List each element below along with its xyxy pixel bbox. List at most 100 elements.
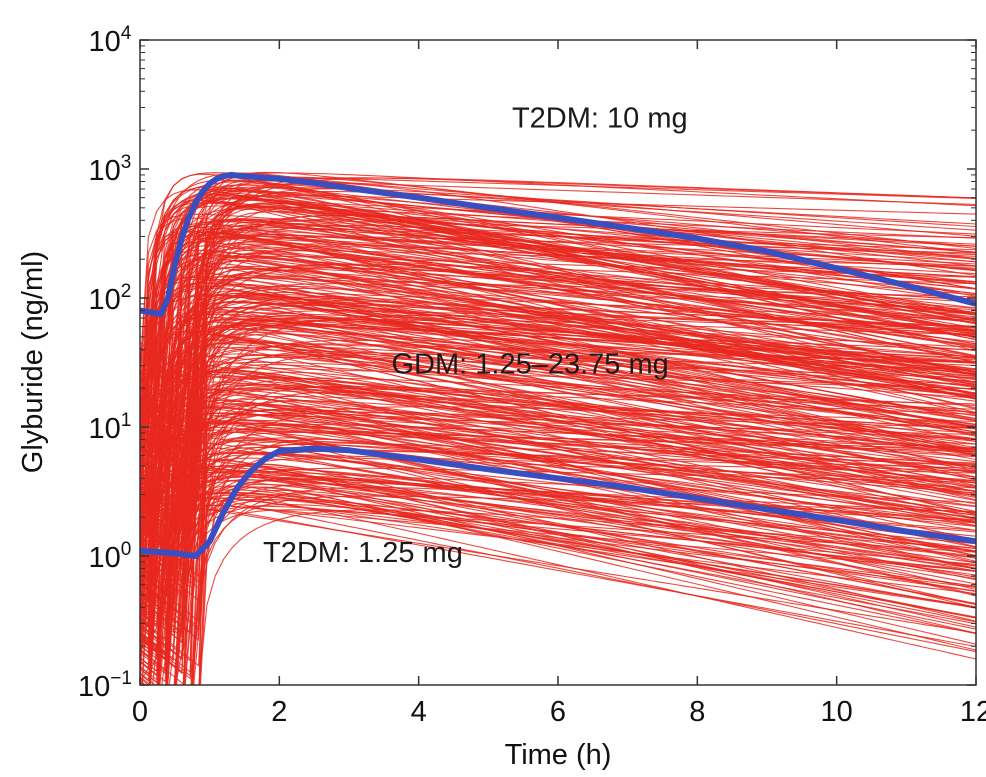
y-tick-label: 102: [89, 281, 132, 316]
simulated-profile-line: [140, 402, 976, 582]
simulated-profile-line: [140, 171, 976, 385]
series-line-t2dm-1-25mg: [140, 445, 976, 559]
simulated-profiles: [140, 171, 976, 685]
simulated-profile-line: [140, 320, 976, 674]
simulated-profile-line: [140, 324, 976, 556]
simulated-profile-line: [150, 489, 976, 685]
simulated-profile-line: [190, 495, 976, 685]
simulated-profile-line: [140, 314, 976, 578]
simulated-profile-line: [140, 486, 976, 685]
x-tick-label: 10: [821, 696, 853, 728]
simulated-profile-line: [140, 421, 976, 606]
simulated-profile-line: [193, 493, 976, 685]
simulated-profile-line: [140, 223, 976, 414]
simulated-profile-line: [140, 217, 976, 443]
simulated-profile-line: [199, 437, 976, 685]
simulated-profile-line: [140, 430, 976, 641]
simulated-profile-line: [149, 468, 976, 685]
annotation-t2dm-10mg: T2DM: 10 mg: [512, 102, 688, 134]
simulated-profile-line: [140, 188, 976, 404]
simulated-profile-line: [184, 486, 976, 685]
simulated-profile-line: [140, 368, 976, 598]
x-tick-label: 0: [132, 696, 148, 728]
simulated-profile-line: [140, 381, 976, 561]
simulated-profile-line: [166, 505, 976, 685]
simulated-profile-line: [140, 376, 976, 593]
simulated-profile-line: [140, 343, 976, 531]
simulated-profile-line: [140, 186, 976, 486]
simulated-profile-line: [140, 431, 976, 653]
series-layer: [140, 171, 976, 559]
simulated-profile-line: [140, 492, 976, 670]
simulated-profile-line: [140, 236, 976, 419]
series-line-t2dm-10mg: [140, 171, 976, 318]
simulated-profile-line: [140, 235, 976, 455]
simulated-profile-line: [140, 252, 976, 469]
simulated-profile-line: [140, 224, 976, 437]
simulated-profile-line: [140, 389, 976, 644]
y-tick-label: 103: [89, 152, 132, 187]
simulated-profile-line: [140, 220, 976, 420]
x-axis-title: Time (h): [505, 739, 612, 771]
simulated-profile-line: [174, 497, 976, 685]
simulated-profile-line: [140, 423, 976, 661]
simulated-profile-line: [192, 493, 976, 685]
simulated-profile-line: [140, 203, 976, 434]
x-tick-label: 2: [271, 696, 287, 728]
simulated-profile-line: [140, 369, 976, 576]
annotation-gdm-range: GDM: 1.25–23.75 mg: [392, 348, 669, 380]
simulated-profile-line: [175, 485, 976, 685]
simulated-profile-line: [140, 474, 976, 675]
simulated-profile-line: [140, 411, 976, 611]
simulated-profile-line: [140, 200, 976, 380]
simulated-profile-line: [141, 507, 976, 685]
y-axis-title: Glyburide (ng/ml): [17, 251, 49, 473]
simulated-profile-line: [140, 458, 976, 656]
simulated-profile-line: [140, 326, 976, 549]
simulated-profile-line: [140, 249, 976, 476]
x-tick-label: 8: [689, 696, 705, 728]
simulated-profile-line: [140, 442, 976, 634]
simulated-profile-line: [140, 354, 976, 623]
simulated-profile-line: [140, 370, 976, 549]
simulated-profile-line: [140, 294, 976, 478]
simulated-profile-line: [140, 202, 976, 418]
simulated-profile-lines: [140, 171, 976, 685]
simulated-profile-line: [140, 388, 976, 620]
simulated-profile-line: [140, 283, 976, 522]
simulated-profile-line: [140, 301, 976, 536]
simulated-profile-line: [140, 353, 976, 554]
simulated-profile-line: [140, 492, 976, 657]
simulated-profile-line: [140, 201, 976, 420]
simulated-profile-line: [140, 388, 976, 614]
simulated-profile-line: [140, 276, 976, 557]
y-tick-label: 101: [89, 410, 132, 445]
simulated-profile-line: [140, 384, 976, 638]
axis-ticks: 0 2 4 6 8 10 12 10−1 100 101 102 103 104: [78, 23, 986, 728]
simulated-profile-line: [140, 341, 976, 537]
simulated-profile-line: [158, 508, 976, 685]
simulated-profile-line: [140, 443, 976, 649]
simulated-profile-line: [158, 478, 976, 685]
simulated-profile-line: [140, 459, 976, 683]
simulated-profile-line: [140, 483, 976, 685]
simulated-profile-line: [140, 388, 976, 576]
simulated-profile-line: [140, 233, 976, 556]
x-tick-label: 6: [550, 696, 566, 728]
simulated-profile-line: [140, 317, 976, 535]
x-tick-label: 12: [960, 696, 986, 728]
simulated-profile-line: [140, 313, 976, 658]
simulated-profile-line: [140, 306, 976, 685]
annotations: T2DM: 10 mg GDM: 1.25–23.75 mg T2DM: 1.25 …: [263, 102, 688, 568]
simulated-profile-line: [140, 249, 976, 470]
simulated-profile-line: [140, 496, 976, 657]
simulated-profile-line: [140, 214, 976, 437]
simulated-profile-line: [140, 224, 976, 418]
simulated-profile-line: [140, 230, 976, 480]
simulated-profile-line: [140, 301, 976, 502]
simulated-profile-line: [140, 354, 976, 642]
simulated-profile-line: [140, 315, 976, 495]
simulated-profile-line: [140, 232, 976, 529]
simulated-profile-line: [140, 218, 976, 455]
